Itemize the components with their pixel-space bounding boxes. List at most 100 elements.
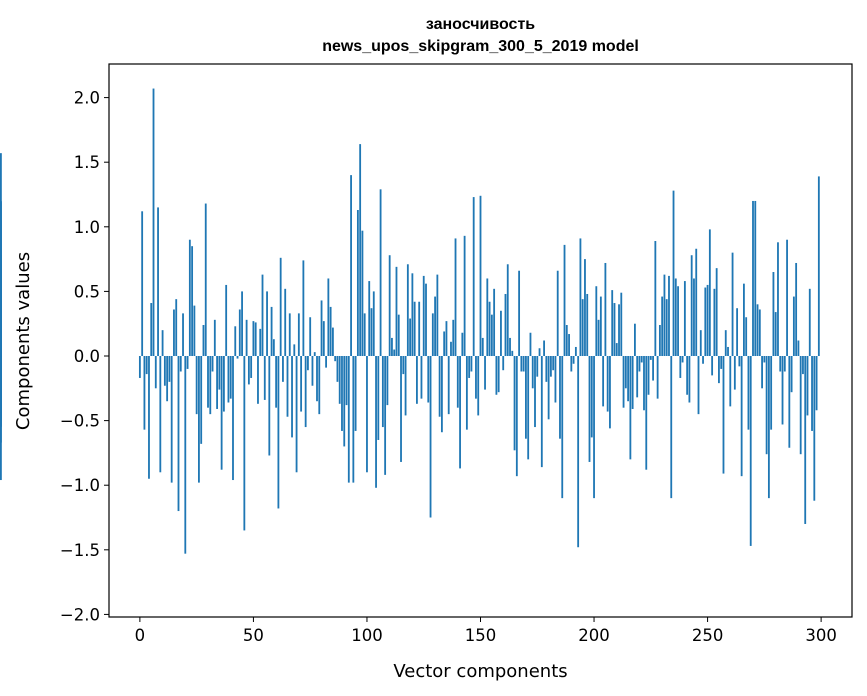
bar — [375, 356, 377, 488]
bar — [456, 356, 459, 408]
bar — [638, 356, 641, 372]
bar — [195, 356, 198, 415]
bar — [599, 296, 602, 356]
bar — [468, 356, 471, 378]
bar — [322, 321, 325, 357]
bar — [808, 288, 811, 357]
bar — [711, 356, 714, 376]
bar — [363, 313, 366, 357]
bar — [802, 356, 804, 375]
bar — [270, 306, 273, 357]
bar — [429, 356, 432, 518]
bar — [786, 239, 788, 357]
bar — [622, 356, 625, 408]
bar — [695, 248, 698, 356]
bar — [770, 356, 773, 430]
bar — [693, 278, 695, 356]
bar — [549, 356, 552, 377]
bar — [509, 337, 511, 357]
bar — [690, 255, 693, 356]
bar — [597, 319, 600, 357]
bar — [247, 356, 250, 385]
bar — [495, 356, 498, 395]
bar — [490, 314, 493, 357]
bar — [452, 319, 455, 357]
bar — [727, 346, 729, 356]
bar — [536, 356, 539, 377]
bar — [817, 176, 820, 357]
bar — [170, 356, 173, 483]
bar — [229, 356, 232, 399]
bar — [584, 259, 586, 356]
bar — [288, 313, 291, 357]
bar — [368, 281, 371, 357]
bar — [797, 340, 800, 356]
y-axis-ticks: −2.0 −1.5 −1.0 −0.5 0.0 0.5 1.0 1.5 2.0 — [60, 89, 109, 624]
bar — [715, 268, 718, 356]
bar — [783, 356, 786, 372]
bar — [774, 312, 777, 356]
bar — [447, 356, 450, 415]
bar — [815, 356, 818, 411]
bar — [540, 356, 543, 468]
x-tick-label: 0 — [135, 626, 146, 645]
bar — [472, 197, 475, 356]
bar — [291, 356, 293, 438]
bar — [182, 313, 184, 357]
x-tick-label: 150 — [465, 626, 497, 645]
bar — [370, 308, 373, 357]
bar — [0, 356, 2, 408]
bar — [618, 304, 620, 356]
bar — [677, 286, 679, 356]
bar — [386, 356, 389, 406]
bar — [327, 278, 330, 356]
bar — [257, 356, 259, 404]
y-tick-label: −1.5 — [60, 541, 100, 560]
x-tick-label: 250 — [692, 626, 724, 645]
bar — [731, 252, 734, 356]
bar — [209, 356, 212, 415]
bar — [590, 356, 593, 438]
bar — [191, 246, 194, 356]
chart-subtitle: news_upos_skipgram_300_5_2019 model — [322, 38, 639, 55]
bar — [634, 323, 636, 356]
bar — [198, 356, 200, 483]
bar — [154, 356, 157, 389]
bar — [238, 309, 241, 356]
bar — [686, 356, 689, 395]
bar — [309, 317, 312, 356]
bar — [284, 288, 287, 357]
bar — [232, 356, 234, 481]
bar — [813, 356, 816, 501]
bar — [643, 356, 645, 411]
bar — [279, 257, 282, 357]
bar — [272, 339, 275, 357]
bar — [615, 343, 618, 356]
bar — [543, 340, 545, 356]
bar — [581, 299, 584, 356]
x-tick-label: 50 — [243, 626, 264, 645]
bar — [720, 356, 723, 369]
bar — [177, 356, 180, 512]
bar — [506, 264, 509, 357]
bar — [302, 260, 305, 356]
x-tick-label: 200 — [578, 626, 610, 645]
bar — [293, 344, 296, 357]
bar — [749, 356, 752, 546]
bar — [352, 356, 355, 483]
bar — [683, 281, 686, 357]
bar — [307, 356, 309, 371]
bar — [356, 210, 359, 356]
bar — [704, 287, 707, 357]
bar — [245, 319, 248, 357]
bar — [329, 306, 332, 357]
y-tick-label: −0.5 — [60, 412, 100, 431]
bar — [656, 356, 659, 399]
bar — [640, 356, 643, 363]
bar — [216, 356, 218, 409]
bar — [588, 356, 591, 462]
bar — [531, 356, 534, 389]
bar — [765, 356, 768, 455]
bar — [152, 88, 155, 357]
bar — [163, 356, 166, 386]
